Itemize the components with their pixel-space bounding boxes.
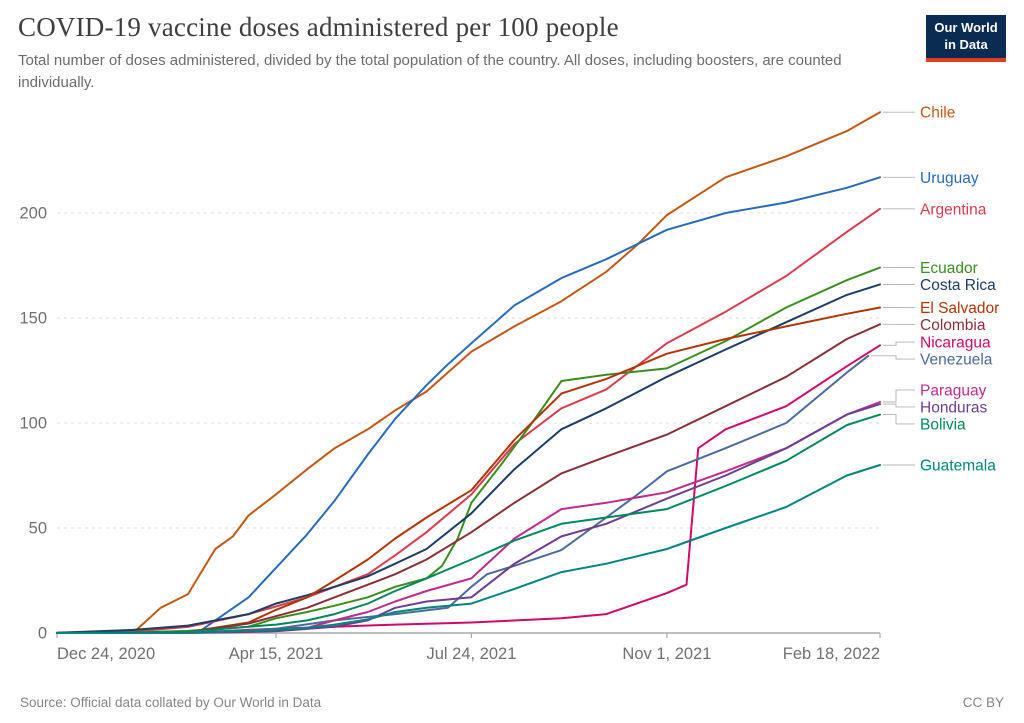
owid-logo-line2: in Data [944, 36, 988, 52]
series-line-argentina[interactable] [56, 207, 881, 634]
series-line-el-salvador[interactable] [56, 306, 881, 634]
x-tick-label: Feb 18, 2022 [783, 645, 880, 663]
series-line-guatemala[interactable] [56, 464, 881, 634]
line-chart: 0 50 100 150 200 Dec 24, 2020 Apr 15, 2021 Jul … [19, 105, 999, 663]
owid-logo-red-strip [926, 57, 1006, 62]
source-note: Source: Official data collated by Our Wo… [20, 695, 322, 710]
series-line-costa-rica[interactable] [56, 283, 881, 634]
series-label-costa-rica[interactable]: Costa Rica [920, 277, 996, 294]
series-lines [56, 111, 881, 634]
chart-header: COVID-19 vaccine doses administered per … [18, 12, 1006, 94]
y-tick-label-50: 50 [29, 520, 47, 538]
x-tick-label: Jul 24, 2021 [426, 645, 516, 663]
series-label-colombia[interactable]: Colombia [920, 317, 986, 334]
series-line-bolivia[interactable] [56, 413, 881, 634]
x-tick-label: Apr 15, 2021 [229, 645, 324, 663]
series-label-uruguay[interactable]: Uruguay [920, 170, 979, 187]
label-connector-bolivia [883, 414, 915, 425]
x-tick-label: Nov 1, 2021 [622, 645, 711, 663]
series-label-ecuador[interactable]: Ecuador [920, 260, 978, 277]
owid-logo[interactable]: Our World in Data [926, 15, 1006, 62]
label-connector-paraguay [883, 389, 915, 403]
label-connector-honduras [883, 403, 915, 408]
series-label-paraguay[interactable]: Paraguay [920, 382, 987, 399]
chart-footer: Source: Official data collated by Our Wo… [20, 695, 1004, 710]
series-label-chile[interactable]: Chile [920, 105, 955, 122]
series-label-el-salvador[interactable]: El Salvador [920, 300, 999, 317]
y-tick-label-200: 200 [19, 205, 47, 223]
series-line-uruguay[interactable] [56, 176, 881, 634]
series-label-guatemala[interactable]: Guatemala [920, 458, 996, 475]
series-label-venezuela[interactable]: Venezuela [920, 352, 993, 369]
label-connector-venezuela [871, 355, 915, 360]
license-badge[interactable]: CC BY [962, 695, 1004, 710]
owid-logo-text: Our World in Data [926, 15, 1006, 58]
y-tick-label-100: 100 [19, 415, 47, 433]
label-connector-nicaragua [883, 341, 915, 346]
series-line-chile[interactable] [56, 111, 881, 634]
x-axis: Dec 24, 2020 Apr 15, 2021 Jul 24, 2021 Nov … [56, 633, 881, 663]
series-label-argentina[interactable]: Argentina [920, 201, 987, 218]
y-tick-label-150: 150 [19, 310, 47, 328]
series-line-honduras[interactable] [56, 403, 881, 634]
chart-title: COVID-19 vaccine doses administered per … [18, 12, 619, 42]
y-tick-label-0: 0 [38, 625, 47, 643]
series-label-bolivia[interactable]: Bolivia [920, 416, 966, 433]
series-label-nicaragua[interactable]: Nicaragua [920, 335, 991, 352]
series-label-honduras[interactable]: Honduras [920, 399, 987, 416]
series-line-colombia[interactable] [56, 323, 881, 634]
chart-subtitle: Total number of doses administered, divi… [18, 52, 842, 91]
y-axis: 0 50 100 150 200 [19, 205, 880, 643]
x-tick-label: Dec 24, 2020 [57, 645, 155, 663]
owid-logo-line1: Our World [934, 20, 998, 35]
